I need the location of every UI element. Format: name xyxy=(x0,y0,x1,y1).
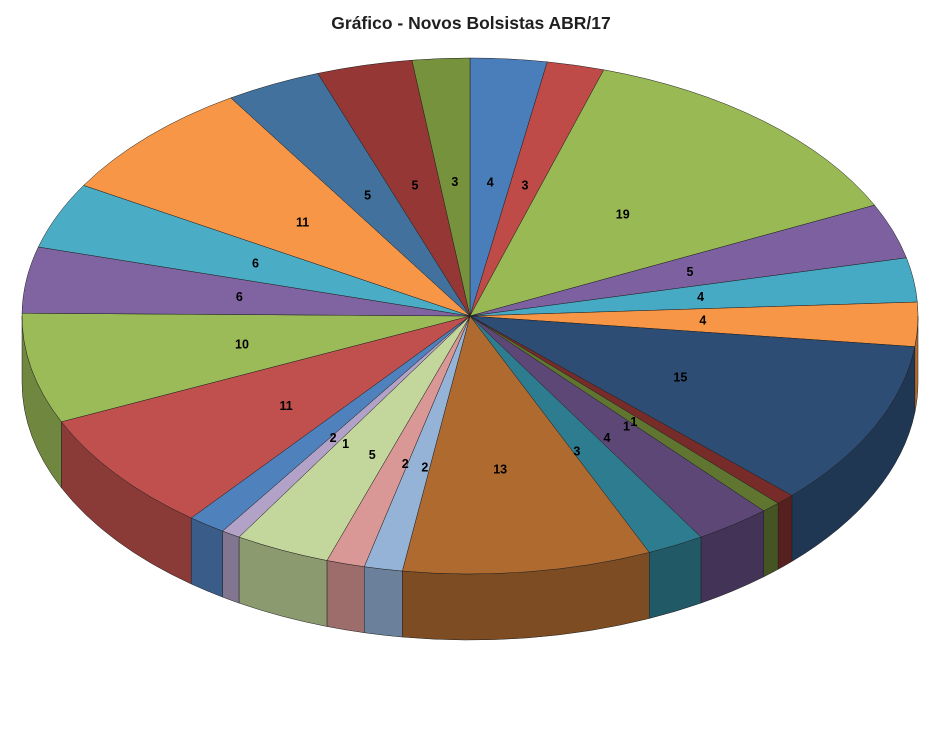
slice-value-label: 2 xyxy=(421,460,428,474)
slice-value-label: 5 xyxy=(364,188,371,202)
slice-value-label: 11 xyxy=(279,399,292,413)
slice-value-label: 3 xyxy=(573,445,580,459)
pie-slice[interactable] xyxy=(469,315,916,496)
pie-tops xyxy=(21,57,919,575)
slice-value-label: 3 xyxy=(522,179,529,193)
slice-value-label: 2 xyxy=(330,431,337,445)
slice-value-label: 19 xyxy=(616,208,630,222)
slice-value-label: 4 xyxy=(487,175,494,189)
slice-value-label: 6 xyxy=(236,290,243,304)
chart-title: Gráfico - Novos Bolsistas ABR/17 xyxy=(331,13,610,33)
slice-value-label: 5 xyxy=(369,448,376,462)
slice-value-label: 6 xyxy=(252,257,259,271)
slice-value-label: 11 xyxy=(296,216,309,230)
slice-value-label: 13 xyxy=(493,462,507,476)
pie-slice[interactable] xyxy=(469,69,875,317)
pie-sides xyxy=(21,315,919,641)
pie-slice-side[interactable] xyxy=(777,495,793,570)
slice-value-label: 4 xyxy=(699,313,706,327)
pie-slice[interactable] xyxy=(21,312,471,423)
pie-slice-side[interactable] xyxy=(763,502,779,578)
pie-slice[interactable] xyxy=(411,57,471,317)
slice-value-label: 4 xyxy=(603,431,610,445)
slice-value-label: 4 xyxy=(697,290,704,304)
slice-value-label: 5 xyxy=(686,265,693,279)
slice-value-label: 3 xyxy=(451,175,458,189)
pie-slice[interactable] xyxy=(60,315,471,519)
pie-slice-side[interactable] xyxy=(326,560,365,633)
pie-slice-side[interactable] xyxy=(363,566,403,638)
pie-slice[interactable] xyxy=(83,97,471,317)
slice-value-label: 15 xyxy=(673,370,687,384)
slice-value-label: 1 xyxy=(630,415,637,429)
slice-value-label: 5 xyxy=(412,179,419,193)
slice-value-label: 2 xyxy=(402,457,409,471)
pie-slice-side[interactable] xyxy=(190,517,223,598)
pie-slice-side[interactable] xyxy=(222,530,240,604)
slice-value-label: 1 xyxy=(623,420,630,434)
slice-value-label: 10 xyxy=(235,337,249,351)
pie-slice[interactable] xyxy=(401,315,650,575)
slice-value-label: 1 xyxy=(342,437,349,451)
